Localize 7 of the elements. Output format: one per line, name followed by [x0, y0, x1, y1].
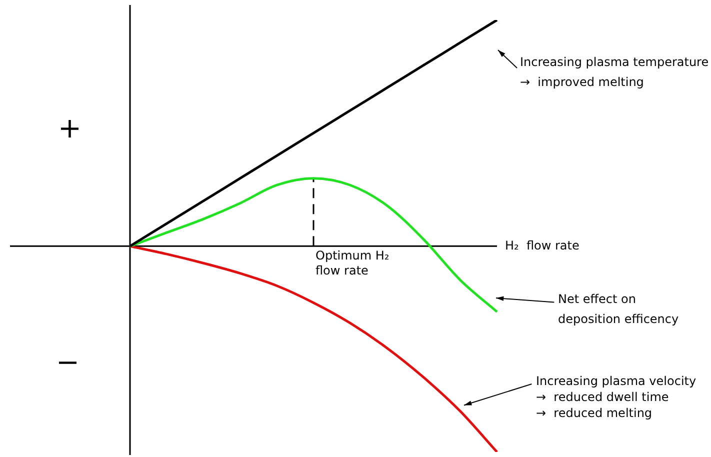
x-axis-title: H₂ flow rate: [505, 238, 580, 252]
text: Increasing plasma velocity → reduced dwell time → reduced melting: [536, 374, 696, 420]
text: Increasing plasma temperature → improved melting: [520, 55, 709, 90]
text: −: [56, 345, 80, 378]
text: +: [58, 111, 82, 144]
text: Net effect on deposition efficency: [558, 292, 679, 326]
annotation: Optimum H₂ flow rate: [316, 248, 390, 278]
